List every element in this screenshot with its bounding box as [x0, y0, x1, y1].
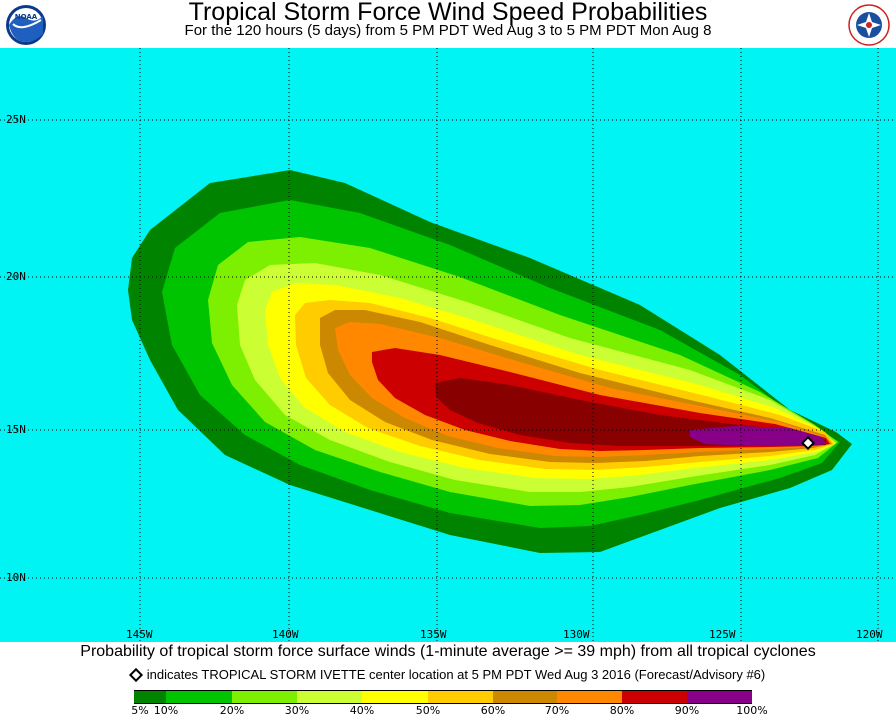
legend-swatch — [687, 690, 752, 704]
lon-label-145w: 145W — [126, 628, 153, 641]
map-caption: Probability of tropical storm force surf… — [80, 643, 816, 660]
legend-swatch — [493, 690, 557, 704]
legend-swatch — [557, 690, 622, 704]
legend-label: 40% — [349, 704, 375, 717]
probability-map — [0, 48, 896, 642]
page-title: Tropical Storm Force Wind Speed Probabil… — [188, 0, 708, 26]
legend-label: 30% — [284, 704, 310, 717]
legend-swatch — [428, 690, 493, 704]
legend-label: 20% — [219, 704, 245, 717]
legend-label: 70% — [544, 704, 570, 717]
legend-swatch — [362, 690, 428, 704]
legend-label: 50% — [415, 704, 441, 717]
lat-label-25n: 25N — [6, 113, 26, 126]
legend-swatch — [622, 690, 687, 704]
lon-label-135w: 135W — [420, 628, 447, 641]
storm-center-diamond-icon — [800, 435, 816, 451]
lat-label-10n: 10N — [6, 571, 26, 584]
legend-label: 90% — [674, 704, 700, 717]
legend-swatch — [232, 690, 297, 704]
diamond-icon — [128, 667, 143, 682]
grid-lines — [0, 48, 896, 642]
legend-label: 60% — [480, 704, 506, 717]
contour-100pct — [690, 426, 826, 446]
lat-label-20n: 20N — [6, 270, 26, 283]
page-subtitle: For the 120 hours (5 days) from 5 PM PDT… — [184, 22, 712, 39]
nws-logo — [848, 4, 890, 46]
storm-note: indicates TROPICAL STORM IVETTE center l… — [0, 667, 896, 683]
header: NOAA Tropical Storm Force Wind Speed Pro… — [0, 0, 896, 48]
legend-swatch — [134, 690, 166, 704]
legend-label: 80% — [609, 704, 635, 717]
lon-label-125w: 125W — [709, 628, 736, 641]
lon-label-120w: 120W — [856, 628, 883, 641]
storm-note-text: indicates TROPICAL STORM IVETTE center l… — [146, 667, 766, 682]
lon-label-140w: 140W — [272, 628, 299, 641]
legend-swatch — [297, 690, 362, 704]
legend-label: 5% — [131, 704, 149, 717]
legend-swatch — [166, 690, 232, 704]
probability-contours — [0, 48, 896, 642]
noaa-logo: NOAA — [5, 4, 47, 46]
legend-label: 100% — [736, 704, 768, 717]
svg-text:NOAA: NOAA — [15, 13, 38, 21]
legend-label: 10% — [153, 704, 179, 717]
lat-label-15n: 15N — [6, 423, 26, 436]
lon-label-130w: 130W — [563, 628, 590, 641]
